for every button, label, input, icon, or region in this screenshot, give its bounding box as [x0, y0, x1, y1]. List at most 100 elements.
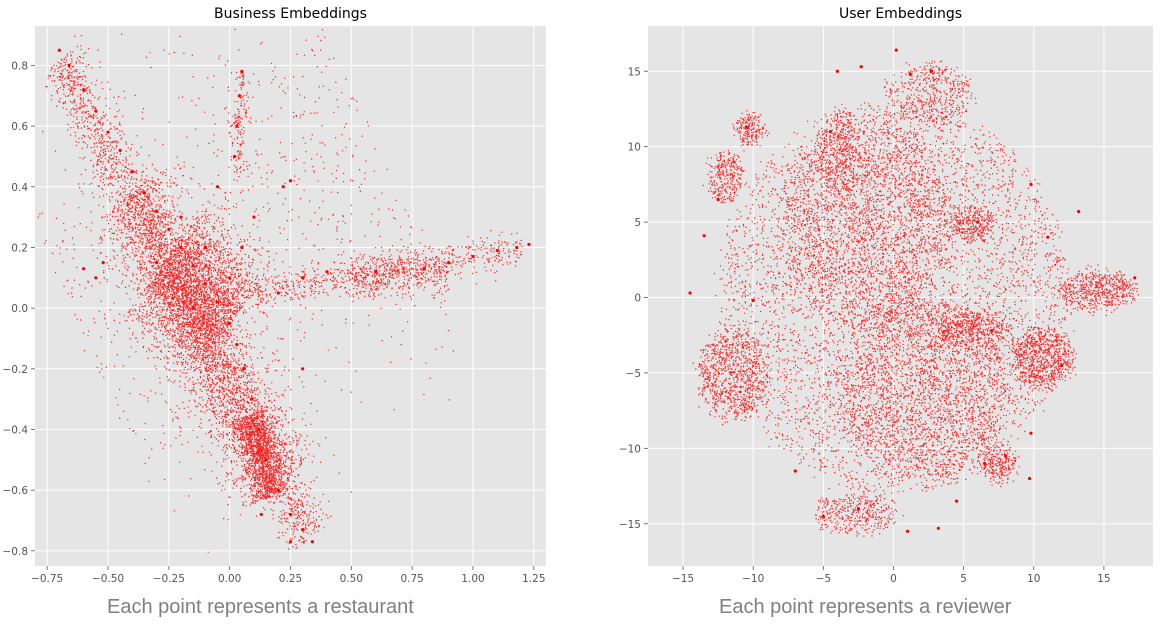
- scatter-point: [301, 276, 305, 280]
- scatter-point: [288, 512, 293, 517]
- scatter-point: [751, 298, 755, 303]
- y-tick-label: 5: [634, 217, 641, 229]
- user-embeddings-plot: −15 −10 −5 0 5 10 15 −15 −10 −5 0 5 10 15 User Embeddi…: [619, 6, 1153, 585]
- scatter-point: [983, 461, 987, 466]
- scatter-point: [167, 227, 171, 231]
- scatter-point: [905, 529, 910, 533]
- scatter-point: [240, 245, 244, 250]
- scatter-point: [215, 185, 220, 189]
- x-tick-label: −10: [742, 573, 764, 585]
- x-tick-label: 1.00: [461, 573, 484, 585]
- scatter-point: [94, 109, 98, 113]
- scatter-point: [191, 264, 195, 268]
- scatter-point: [976, 220, 980, 224]
- scatter-point: [82, 88, 86, 92]
- scatter-point: [301, 367, 305, 371]
- y-tick-label: 0.2: [11, 242, 28, 254]
- y-tick-label: −10: [619, 443, 641, 455]
- scatter-point: [264, 458, 268, 462]
- chart-title: User Embeddings: [839, 6, 962, 22]
- scatter-point: [515, 245, 519, 250]
- y-tick-label: 10: [628, 142, 641, 154]
- scatter-point: [325, 270, 329, 274]
- scatter-point: [828, 129, 832, 134]
- scatter-point: [235, 124, 239, 128]
- y-tick-label: −0.4: [3, 424, 29, 436]
- scatter-point: [1029, 182, 1033, 186]
- x-tick-label: −0.50: [92, 573, 124, 585]
- scatter-point: [955, 499, 959, 503]
- scatter-point: [179, 215, 183, 219]
- scatter-point: [1027, 476, 1032, 481]
- business-caption: Each point represents a restaurant: [107, 596, 414, 618]
- scatter-point: [310, 540, 314, 544]
- scatter-point: [1046, 235, 1050, 239]
- scatter-point: [191, 306, 195, 310]
- scatter-point: [82, 267, 86, 271]
- scatter-cloud: [37, 28, 523, 553]
- scatter-point: [101, 261, 105, 265]
- scatter-point: [288, 179, 293, 183]
- scatter-point: [821, 514, 825, 518]
- scatter-point: [856, 507, 861, 511]
- y-tick-label: 15: [628, 66, 641, 78]
- scatter-point: [228, 276, 232, 280]
- user-caption: Each point represents a reviewer: [719, 596, 1012, 618]
- y-tick-label: −0.2: [3, 364, 29, 376]
- scatter-point: [1060, 363, 1064, 367]
- scatter-point: [374, 270, 378, 274]
- scatter-point: [471, 254, 475, 259]
- scatter-point: [495, 248, 499, 253]
- x-tick-label: 0: [890, 573, 897, 585]
- scatter-point: [1077, 209, 1081, 214]
- x-tick-label: 5: [960, 573, 967, 585]
- scatter-point: [106, 130, 110, 134]
- x-tick-label: −5: [816, 573, 831, 585]
- x-tick-label: 10: [1027, 573, 1040, 585]
- x-tick-label: 0.75: [400, 573, 423, 585]
- scatter-point: [301, 527, 305, 532]
- scatter-point: [67, 63, 71, 68]
- scatter-point: [259, 512, 263, 517]
- scatter-point: [257, 427, 261, 432]
- scatter-cloud: [692, 60, 1139, 537]
- scatter-point: [155, 209, 159, 213]
- scatter-point: [203, 245, 207, 250]
- x-tick-label: −15: [672, 573, 694, 585]
- scatter-point: [1004, 454, 1008, 458]
- scatter-point: [990, 329, 994, 333]
- scatter-point: [237, 94, 241, 98]
- scatter-point: [1133, 276, 1137, 280]
- scatter-point: [235, 342, 239, 347]
- business-embeddings-plot: −0.75 −0.50 −0.25 0.00 0.25 0.50 0.75 1.00 1.25 −…: [3, 6, 546, 585]
- x-tick-label: −0.75: [31, 573, 63, 585]
- scatter-point: [215, 300, 220, 304]
- y-tick-label: 0: [634, 293, 641, 305]
- scatter-point: [908, 72, 912, 76]
- scatter-point: [130, 170, 134, 174]
- scatter-point: [936, 526, 940, 530]
- scatter-point: [1029, 431, 1033, 435]
- scatter-point: [232, 154, 237, 159]
- scatter-point: [716, 197, 720, 202]
- scatter-point: [744, 125, 748, 129]
- x-tick-label: 0.25: [279, 573, 302, 585]
- y-tick-label: 0.0: [11, 303, 28, 315]
- scatter-point: [276, 488, 280, 492]
- scatter-point: [702, 234, 706, 238]
- scatter-point: [249, 397, 254, 401]
- scatter-point: [179, 245, 183, 250]
- scatter-point: [240, 69, 244, 74]
- scatter-point: [203, 282, 207, 286]
- y-tick-label: −15: [619, 519, 641, 531]
- y-tick-label: 0.8: [11, 60, 28, 72]
- x-tick-label: 1.25: [522, 573, 545, 585]
- x-tick-label: 0.00: [218, 573, 241, 585]
- y-tick-label: −0.8: [3, 546, 29, 558]
- scatter-point: [118, 148, 122, 152]
- scatter-point: [894, 48, 898, 52]
- scatter-point: [155, 261, 159, 265]
- scatter-point: [929, 69, 933, 73]
- x-tick-label: 15: [1097, 573, 1110, 585]
